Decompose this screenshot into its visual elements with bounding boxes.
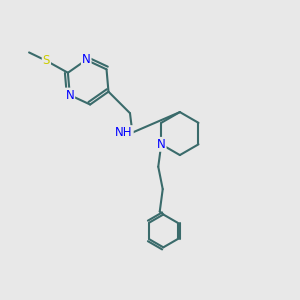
Text: N: N: [157, 138, 166, 151]
Text: S: S: [43, 54, 50, 67]
Text: NH: NH: [115, 126, 133, 139]
Text: N: N: [65, 88, 74, 102]
Text: N: N: [82, 53, 91, 66]
